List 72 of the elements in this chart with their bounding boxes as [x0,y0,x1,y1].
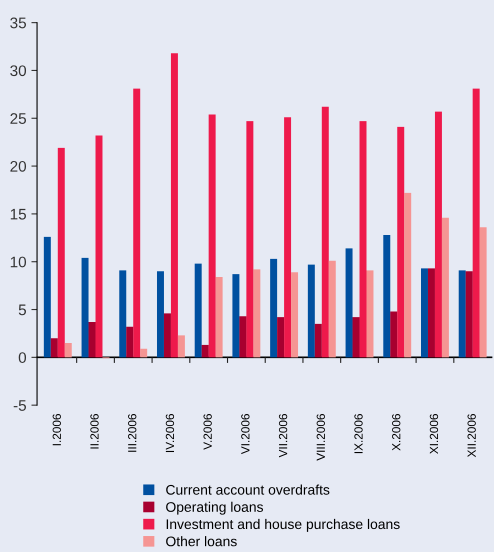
bar [434,112,442,358]
bar [442,218,449,358]
y-tick-label: 15 [10,208,26,220]
bar [390,311,398,358]
bar [208,114,216,358]
x-tick-label: IX.2006 [354,414,363,454]
y-tick-label: 5 [18,304,26,316]
bar [366,270,374,358]
bar [480,227,487,358]
y-tick-label: 35 [10,18,26,28]
legend-label: Current account overdrafts [166,484,330,495]
legend-label: Other loans [166,536,237,546]
bar [308,264,315,358]
bar [458,270,466,358]
x-tick-label: XII.2006 [467,414,476,458]
bar [82,258,89,358]
bar [96,135,102,358]
bar [428,268,435,358]
bar [314,324,322,358]
x-tick-label: I.2006 [52,414,61,446]
bar [328,260,336,358]
bar [346,248,353,358]
legend-label: Investment and house purchase loans [166,518,400,532]
bar [170,53,178,358]
bar [88,322,96,358]
x-tick-label: XI.2006 [430,414,438,454]
bar [50,338,58,358]
bar [44,236,51,358]
bar [472,88,480,358]
x-tick-label: V.2006 [203,414,212,450]
bar [164,313,171,358]
bar [126,326,134,358]
bar [291,272,298,358]
bar [421,268,428,358]
bar [232,274,240,358]
x-tick-label: II.2006 [90,414,99,449]
bar [404,192,412,358]
bar [383,234,390,358]
x-tick-label: VII.2006 [278,414,288,458]
x-tick-label: III.2006 [128,414,136,452]
bar [277,317,284,358]
bar [352,317,360,358]
y-tick-label: 20 [10,160,26,172]
bar [156,271,164,358]
bar [253,269,260,358]
y-tick-label: -5 [14,400,26,411]
bar [239,316,246,358]
bar [284,117,292,358]
y-tick-label: 30 [10,65,26,76]
bar [58,148,65,358]
bar [194,264,202,358]
bar [178,335,185,358]
bar [216,277,223,358]
legend-label: Operating loans [166,502,264,515]
bar [133,88,140,358]
bar [397,126,404,358]
x-tick-label: VIII.2006 [316,414,325,461]
x-tick-label: IV.2006 [166,414,174,452]
bar [119,270,126,358]
bar [202,344,209,358]
bar [270,258,278,358]
bar [322,106,329,358]
y-tick-label: 25 [10,113,26,124]
x-tick-label: X.2006 [392,414,400,451]
bar [360,121,366,358]
x-tick-label: VI.2006 [241,414,250,454]
bar [466,271,473,358]
y-tick-label: 0 [18,352,26,364]
bar [140,348,148,358]
bar [246,121,254,358]
bar [64,343,72,358]
y-tick-label: 10 [10,256,26,268]
